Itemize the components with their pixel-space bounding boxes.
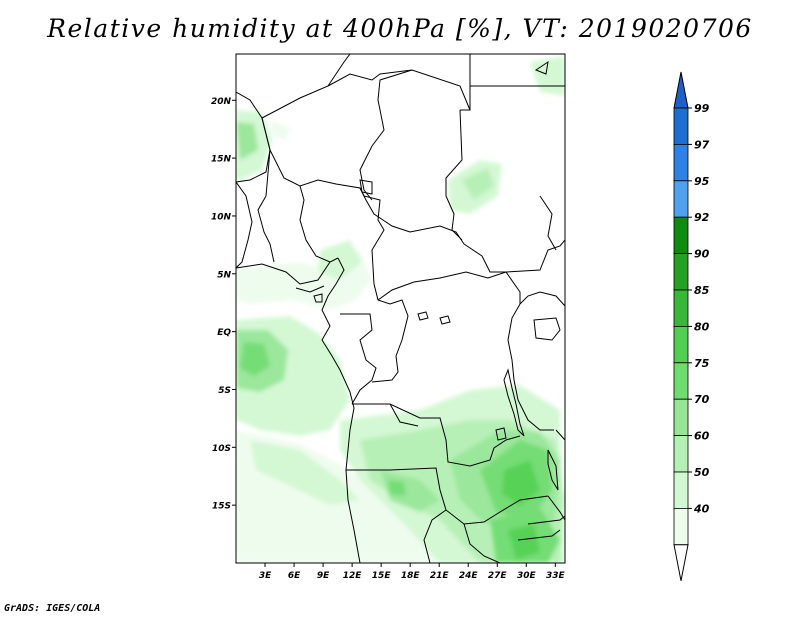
humidity-region <box>236 250 372 310</box>
footer-credit: GrADS: IGES/COLA <box>4 603 101 614</box>
colorbar-label: 92 <box>694 211 710 224</box>
colorbar-label: 99 <box>694 102 710 115</box>
colorbar-label: 60 <box>694 430 710 443</box>
colorbar-swatch <box>673 362 689 400</box>
colorbar-label: 95 <box>694 175 710 188</box>
colorbar-label: 50 <box>694 466 710 479</box>
lat-tick-label: 20N <box>211 97 232 107</box>
lon-tick-label: 15E <box>372 571 392 581</box>
lon-tick-label: 27E <box>488 571 508 581</box>
humidity-region <box>270 120 290 140</box>
colorbar-swatch <box>673 253 689 291</box>
lon-tick-label: 24E <box>459 571 479 581</box>
map-title: Relative humidity at 400hPa [%], VT: 201… <box>47 14 753 43</box>
lon-tick-label: 9E <box>317 571 330 581</box>
colorbar-swatch <box>673 471 689 509</box>
lon-tick-label: 18E <box>401 571 421 581</box>
colorbar-swatch <box>673 507 689 546</box>
colorbar-top-arrow <box>673 71 689 109</box>
humidity-region <box>250 440 360 505</box>
lon-tick-label: 30E <box>517 571 537 581</box>
humidity-region <box>508 524 540 560</box>
colorbar-label: 75 <box>694 357 710 370</box>
colorbar: 99 97 95 92 90 85 80 75 70 60 50 40 <box>673 71 710 581</box>
colorbar-swatch <box>673 289 689 327</box>
lon-tick-label: 21E <box>430 571 450 581</box>
colorbar-label: 40 <box>693 502 710 515</box>
lon-tick-label: 3E <box>259 571 272 581</box>
colorbar-swatch <box>673 107 689 145</box>
lon-tick-label: 33E <box>546 571 566 581</box>
colorbar-label: 97 <box>694 138 710 151</box>
humidity-region <box>380 470 440 512</box>
longitude-axis: 3E 6E 9E 12E 15E 18E 21E 24E 27E 30E 33E <box>259 563 566 581</box>
lat-tick-label: 15S <box>212 502 231 512</box>
lat-tick-label: 5S <box>218 386 231 396</box>
colorbar-swatch <box>673 398 689 437</box>
humidity-shading <box>236 56 565 563</box>
humidity-region <box>240 342 270 376</box>
colorbar-label: 85 <box>694 284 710 297</box>
country-borders <box>236 54 565 563</box>
humidity-region <box>388 480 406 496</box>
lat-tick-label: 10N <box>211 212 232 222</box>
humidity-region <box>236 122 258 160</box>
colorbar-swatch <box>673 180 689 218</box>
colorbar-swatch <box>673 325 689 364</box>
lon-tick-label: 12E <box>343 571 363 581</box>
humidity-region <box>318 240 362 280</box>
lat-tick-label: EQ <box>217 328 231 338</box>
lat-tick-label: 15N <box>211 155 232 165</box>
colorbar-label: 90 <box>694 248 710 261</box>
colorbar-bottom-arrow <box>673 544 689 581</box>
map-frame <box>235 53 566 564</box>
humidity-region <box>502 460 540 506</box>
humidity-region <box>462 168 494 200</box>
colorbar-swatch <box>673 216 689 254</box>
colorbar-label: 70 <box>694 393 710 406</box>
lon-tick-label: 6E <box>288 571 301 581</box>
latitude-axis: 20N 15N 10N 5N EQ 5S 10S 15S <box>211 97 236 512</box>
colorbar-swatch <box>673 435 689 473</box>
lat-tick-label: 5N <box>217 270 231 280</box>
colorbar-swatch <box>673 143 689 182</box>
lat-tick-label: 10S <box>212 444 231 454</box>
colorbar-label: 80 <box>694 320 710 333</box>
